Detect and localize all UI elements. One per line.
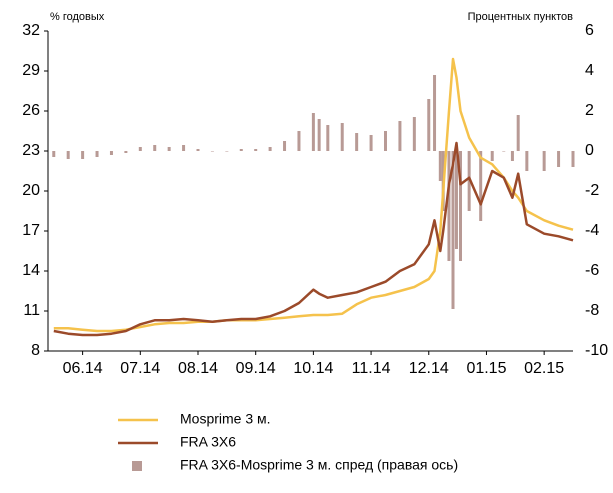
- y2-axis-label: Процентных пунктов: [468, 11, 574, 23]
- x-tick-label: 01.15: [466, 360, 506, 377]
- spread-bar: [239, 149, 243, 151]
- spread-bar: [66, 151, 70, 159]
- spread-bar: [502, 151, 506, 152]
- spread-bar: [311, 113, 315, 151]
- spread-bar: [109, 151, 113, 155]
- spread-bar: [283, 141, 287, 151]
- legend-label: FRA 3X6: [180, 434, 236, 450]
- spread-bar: [479, 151, 483, 221]
- spread-bar: [542, 151, 546, 171]
- spread-bar: [451, 151, 455, 309]
- spread-bar: [355, 133, 359, 151]
- spread-bar: [95, 151, 99, 157]
- spread-bar: [467, 151, 471, 211]
- spread-bar: [384, 131, 387, 151]
- spread-bar: [447, 151, 451, 261]
- y-axis-label: % годовых: [50, 11, 105, 23]
- y-tick-label: 32: [22, 22, 40, 39]
- spread-bar: [317, 119, 321, 151]
- series-line: [53, 57, 574, 333]
- spread-bar: [571, 151, 575, 167]
- x-tick-label: 06.14: [63, 360, 103, 377]
- spread-bar: [510, 151, 514, 161]
- y-tick-label: 23: [22, 142, 40, 159]
- y2-tick-label: 0: [585, 142, 594, 159]
- x-tick-label: 07.14: [120, 360, 160, 377]
- spread-bar: [196, 149, 200, 151]
- spread-bar: [525, 151, 529, 171]
- spread-bar: [138, 147, 142, 151]
- y2-tick-label: -4: [585, 222, 599, 239]
- y2-tick-label: -6: [585, 262, 599, 279]
- spread-bar: [124, 151, 128, 153]
- y2-tick-label: 4: [585, 62, 594, 79]
- legend-swatch: [132, 461, 142, 471]
- x-tick-label: 10.14: [293, 360, 333, 377]
- spread-bar: [438, 151, 442, 181]
- spread-bar: [433, 75, 437, 151]
- x-tick-label: 09.14: [236, 360, 276, 377]
- y-tick-label: 26: [22, 102, 40, 119]
- x-tick-label: 11.14: [352, 360, 391, 377]
- spread-bar: [210, 151, 214, 152]
- y2-tick-label: 6: [585, 22, 594, 39]
- spread-bar: [412, 117, 416, 151]
- y-tick-label: 8: [31, 342, 40, 359]
- spread-bar: [557, 151, 561, 167]
- spread-bar: [81, 151, 85, 159]
- y-tick-label: 11: [23, 302, 40, 319]
- spread-bar: [297, 131, 301, 151]
- spread-bar: [153, 145, 157, 151]
- y2-tick-label: 2: [585, 102, 594, 119]
- spread-bar: [369, 135, 373, 151]
- spread-bar: [268, 147, 272, 151]
- legend-label: FRA 3X6-Mosprime 3 м. спред (правая ось): [180, 457, 458, 473]
- y2-tick-label: -8: [585, 302, 599, 319]
- x-tick-label: 02.15: [524, 360, 564, 377]
- spread-bar: [454, 151, 458, 249]
- y-tick-label: 17: [22, 222, 40, 239]
- spread-bar: [427, 99, 431, 151]
- spread-bar: [225, 151, 229, 152]
- x-tick-label: 08.14: [178, 360, 218, 377]
- spread-bar: [398, 121, 402, 151]
- spread-bar: [516, 115, 520, 151]
- spread-bar: [459, 151, 462, 261]
- y2-tick-label: -10: [585, 342, 608, 359]
- spread-bar: [52, 151, 56, 157]
- x-tick-label: 12.14: [409, 360, 449, 377]
- spread-bar: [326, 125, 330, 151]
- spread-bar: [182, 145, 186, 151]
- series-line: [53, 141, 574, 337]
- y-tick-label: 20: [22, 182, 40, 199]
- spread-bar: [340, 123, 344, 151]
- y2-tick-label: -2: [585, 182, 599, 199]
- legend-label: Mosprime 3 м.: [180, 411, 271, 427]
- spread-bar: [167, 147, 171, 151]
- y-tick-label: 14: [22, 262, 40, 279]
- spread-bar: [490, 151, 494, 161]
- spread-bar: [254, 149, 258, 151]
- y-tick-label: 29: [22, 62, 40, 79]
